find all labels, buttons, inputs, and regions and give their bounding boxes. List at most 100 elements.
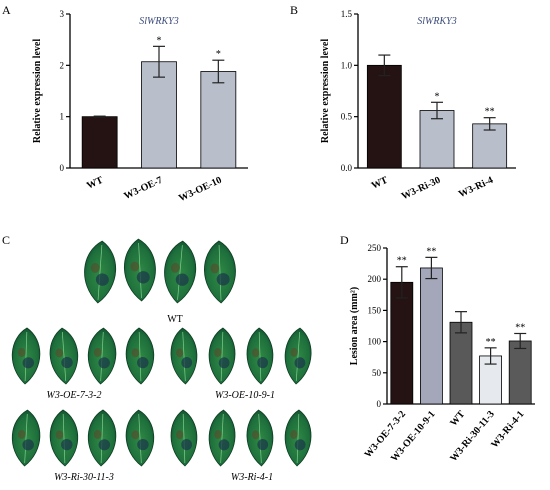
- significance-label: *: [157, 35, 162, 46]
- bar: [508, 340, 532, 405]
- panel-c-letter: C: [2, 233, 10, 247]
- significance-label: **: [485, 107, 495, 118]
- lesion-spot: [17, 348, 26, 357]
- leaf: [208, 327, 236, 385]
- lesion-spot: [61, 439, 73, 451]
- significance-label: **: [397, 256, 407, 267]
- significance-label: **: [486, 337, 496, 348]
- panel-c-leaf-photo: C WT W3-OE-7-3-2 W3-OE-10-9-1 W3-Ri-30-1…: [2, 233, 312, 483]
- y-tick-label: 50: [372, 368, 382, 378]
- bar: [200, 71, 237, 169]
- leaf: [208, 409, 236, 467]
- leaf: [84, 240, 117, 304]
- leaf-midrib: [177, 245, 183, 300]
- lesion-spot: [252, 348, 260, 358]
- panel-d-plot-area: 050100150200250**W3-OE-7-3-2**W3-OE-10-9…: [363, 243, 535, 464]
- lesion-spot: [176, 348, 184, 358]
- leaf-label-ri-30-11-3: W3-Ri-30-11-3: [54, 472, 114, 483]
- bar: [81, 116, 118, 169]
- leaf-label-ri-4-1: W3-Ri-4-1: [231, 472, 273, 483]
- lesion-spot: [131, 430, 140, 440]
- panel-a-letter: A: [2, 3, 11, 17]
- lesion-spot: [290, 430, 298, 439]
- panel-a: A SlWRKY3 Relative expression level 0 1 2 3…: [2, 3, 248, 204]
- leaf: [125, 409, 155, 467]
- panel-b: B SlWRKY3 Relative expression level 0.00…: [290, 3, 516, 202]
- panel-d-y-axis-label: Lesion area (mm²): [349, 287, 360, 365]
- category-label: WT: [370, 175, 390, 192]
- leaf: [164, 240, 197, 304]
- lesion-spot: [95, 273, 109, 286]
- panel-a-title: SlWRKY3: [139, 16, 178, 27]
- leaf: [123, 238, 156, 302]
- leaf-midrib: [100, 332, 104, 381]
- bar: [141, 61, 177, 169]
- leaf: [284, 327, 312, 385]
- category-label: W3-OE-10: [177, 175, 223, 204]
- leaf: [284, 409, 312, 467]
- lesion-spot: [55, 430, 64, 440]
- leaf-midrib: [24, 332, 28, 381]
- leaf-midrib: [138, 332, 142, 381]
- y-tick-label: 100: [368, 337, 382, 347]
- y-tick-label: 250: [368, 243, 382, 253]
- lesion-spot: [17, 429, 26, 439]
- lesion-spot: [218, 439, 230, 451]
- leaf-midrib: [100, 414, 104, 463]
- y-tick-label: 0: [377, 399, 382, 409]
- leaf: [246, 327, 274, 385]
- lesion-spot: [214, 429, 222, 439]
- y-tick-label: 0: [60, 163, 65, 173]
- bar: [472, 123, 508, 169]
- lesion-spot: [136, 271, 150, 284]
- category-label: WT: [448, 409, 467, 429]
- leaf-midrib: [296, 414, 300, 463]
- lesion-spot: [257, 438, 269, 451]
- lesion-spot: [98, 439, 111, 451]
- leaf-midrib: [220, 332, 224, 381]
- leaf-midrib: [258, 414, 262, 463]
- lesion-spot: [181, 356, 193, 369]
- lesion-spot: [22, 439, 34, 451]
- lesion-spot: [210, 263, 220, 274]
- leaf-midrib: [182, 332, 186, 381]
- category-label: W3-OE-7: [122, 175, 164, 202]
- leaf-label-wt: WT: [167, 314, 183, 325]
- leaf-midrib: [62, 414, 66, 463]
- leaf: [170, 409, 198, 467]
- significance-label: *: [435, 91, 440, 102]
- lesion-spot: [218, 357, 230, 369]
- lesion-spot: [294, 439, 306, 451]
- y-tick-label: 3: [60, 9, 65, 19]
- y-tick-label: 1: [60, 112, 65, 122]
- panel-b-y-axis-label: Relative expression level: [320, 39, 331, 143]
- bar: [390, 281, 414, 405]
- y-tick-label: 150: [368, 305, 382, 315]
- panel-b-letter: B: [290, 3, 298, 17]
- leaf-label-oe-7-3-2: W3-OE-7-3-2: [47, 390, 102, 401]
- lesion-spot: [55, 348, 64, 358]
- leaf-midrib: [97, 245, 103, 300]
- leaf: [125, 327, 155, 385]
- lesion-spot: [93, 430, 102, 439]
- leaf-midrib: [24, 414, 28, 463]
- category-label: W3-Ri-30: [400, 175, 442, 203]
- y-tick-label: 0.5: [341, 112, 353, 122]
- lesion-spot: [252, 430, 260, 440]
- panel-d: D Lesion area (mm²) 050100150200250**W3-…: [340, 233, 535, 464]
- lesion-spot: [257, 357, 269, 369]
- lesion-spot: [216, 273, 230, 286]
- leaf-midrib: [220, 414, 224, 463]
- lesion-spot: [176, 430, 184, 440]
- leaf: [11, 327, 41, 385]
- lesion-spot: [181, 439, 193, 451]
- leaf: [204, 240, 236, 304]
- lesion-spot: [98, 357, 110, 369]
- lesion-spot: [175, 273, 189, 286]
- bar: [449, 321, 473, 405]
- bar: [366, 64, 402, 169]
- leaf-midrib: [295, 332, 301, 381]
- lesion-spot: [294, 357, 306, 369]
- leaf-midrib: [258, 332, 262, 381]
- leaf-images: [11, 238, 312, 467]
